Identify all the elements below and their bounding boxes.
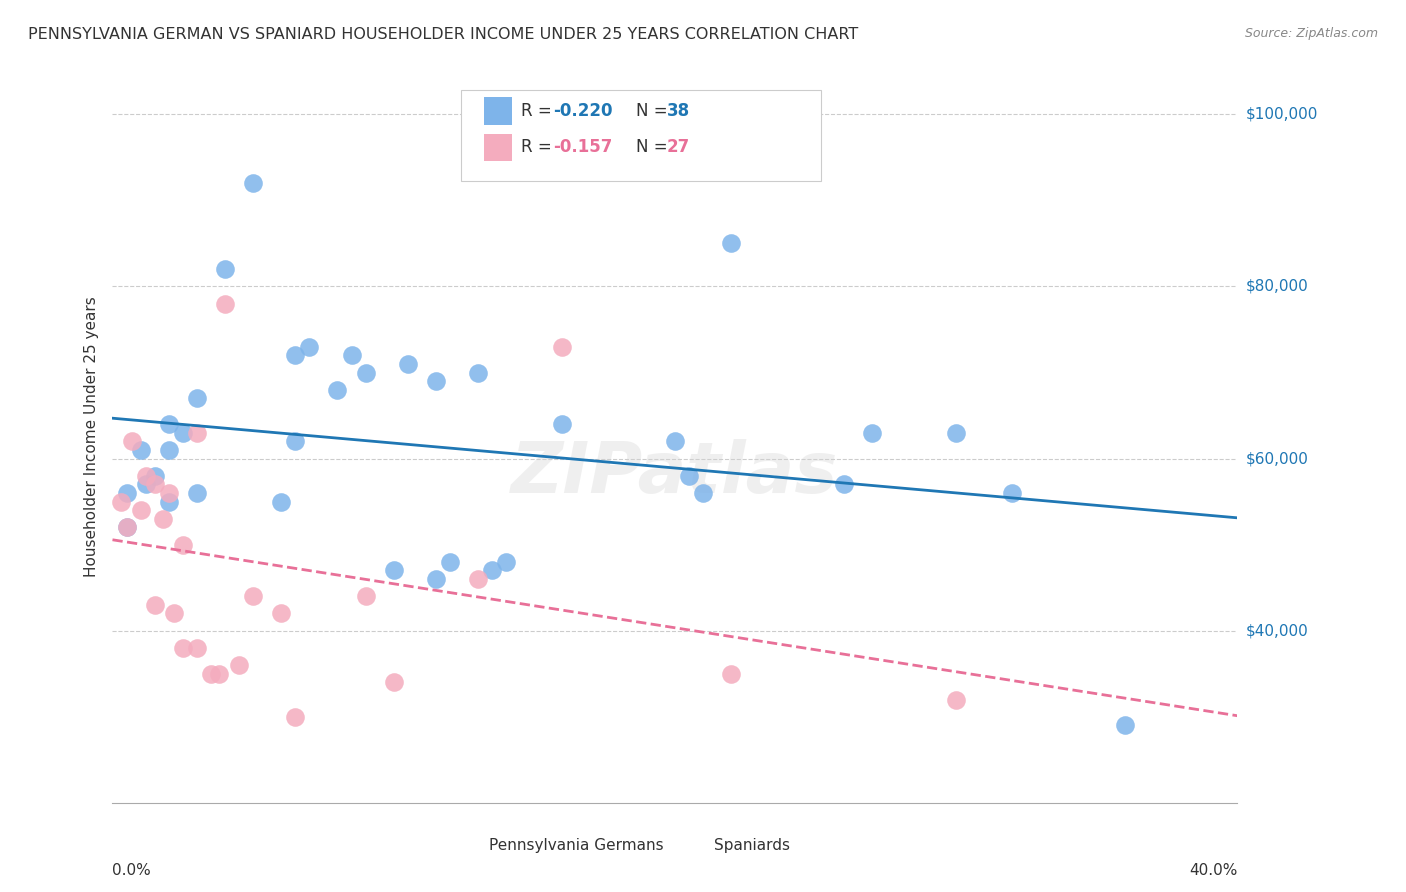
Point [692,486,714,500]
Point [135,477,157,491]
Point [551,340,574,354]
Text: $80,000: $80,000 [1246,279,1309,294]
Point [200,666,222,681]
Text: $60,000: $60,000 [1246,451,1309,467]
Text: N =: N = [636,138,672,156]
Text: 40.0%: 40.0% [1189,863,1237,878]
Text: 38: 38 [666,102,690,120]
FancyBboxPatch shape [484,97,512,125]
Point [396,357,419,371]
FancyBboxPatch shape [461,90,821,181]
Point [163,607,186,621]
Point [326,383,349,397]
Point [186,640,208,655]
Text: R =: R = [520,102,557,120]
Text: N =: N = [636,102,672,120]
Text: 27: 27 [666,138,690,156]
Text: PENNSYLVANIA GERMAN VS SPANIARD HOUSEHOLDER INCOME UNDER 25 YEARS CORRELATION CH: PENNSYLVANIA GERMAN VS SPANIARD HOUSEHOL… [28,27,859,42]
Point [157,417,180,432]
Text: ZIPatlas: ZIPatlas [512,439,838,508]
Point [354,366,377,380]
Point [467,366,489,380]
Point [208,666,231,681]
Point [298,340,321,354]
Point [1001,486,1024,500]
Point [425,374,447,388]
Point [425,572,447,586]
Point [720,666,742,681]
Point [152,512,174,526]
Text: Spaniards: Spaniards [714,838,790,853]
Point [284,348,307,362]
Point [186,486,208,500]
Text: -0.220: -0.220 [554,102,613,120]
Point [228,658,250,673]
Point [832,477,855,491]
Point [945,425,967,440]
Point [157,494,180,508]
Point [143,477,166,491]
Point [157,486,180,500]
Point [186,392,208,406]
Point [214,296,236,310]
Point [340,348,363,362]
Point [945,692,967,706]
Point [439,555,461,569]
Point [284,434,307,449]
Point [284,710,307,724]
Point [129,442,152,457]
Text: Source: ZipAtlas.com: Source: ZipAtlas.com [1244,27,1378,40]
FancyBboxPatch shape [681,834,706,856]
Point [115,520,138,534]
Point [551,417,574,432]
Point [157,442,180,457]
Point [143,468,166,483]
Point [382,675,405,690]
Point [354,589,377,603]
Point [242,176,264,190]
Point [382,564,405,578]
Point [172,538,194,552]
FancyBboxPatch shape [456,834,481,856]
Point [720,236,742,251]
Point [270,607,292,621]
Point [270,494,292,508]
Point [214,262,236,277]
Point [110,494,132,508]
Point [115,520,138,534]
Text: Pennsylvania Germans: Pennsylvania Germans [489,838,664,853]
Point [860,425,883,440]
Point [495,555,517,569]
Text: $100,000: $100,000 [1246,107,1317,122]
Point [664,434,686,449]
Text: $40,000: $40,000 [1246,624,1309,638]
Point [481,564,503,578]
Y-axis label: Householder Income Under 25 years: Householder Income Under 25 years [83,297,98,577]
Point [172,425,194,440]
FancyBboxPatch shape [484,134,512,161]
Point [135,468,157,483]
Text: -0.157: -0.157 [554,138,613,156]
Text: R =: R = [520,138,557,156]
Point [678,468,700,483]
Text: 0.0%: 0.0% [112,863,152,878]
Point [143,598,166,612]
Point [172,640,194,655]
Point [121,434,143,449]
Point [467,572,489,586]
Point [242,589,264,603]
Point [115,486,138,500]
Point [129,503,152,517]
Point [186,425,208,440]
Point [1114,718,1136,732]
